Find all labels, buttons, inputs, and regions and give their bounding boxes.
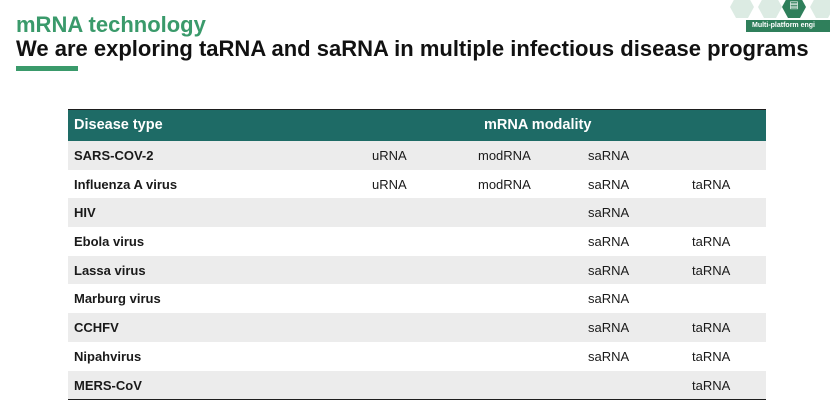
tarna-cell: taRNA	[692, 377, 731, 393]
hex-shape	[782, 0, 806, 18]
page-title: We are exploring taRNA and saRNA in mult…	[16, 36, 809, 61]
table-row: SARS-COV-2 uRNA modRNA saRNA	[68, 141, 766, 170]
platform-icon: ▤	[789, 0, 799, 11]
urna-cell: uRNA	[372, 148, 407, 163]
table-row: CCHFV saRNA taRNA	[68, 313, 766, 342]
disease-cell: Lassa virus	[74, 262, 146, 278]
table-row: Marburg virus saRNA	[68, 284, 766, 314]
table-row: Lassa virus saRNA taRNA	[68, 255, 766, 285]
sarna-cell: saRNA	[588, 348, 630, 364]
table-row: Nipahvirus saRNA taRNA	[68, 341, 766, 371]
table-body: SARS-COV-2 uRNA modRNA saRNA Influenza A vir…	[68, 141, 766, 400]
disease-cell: SARS-COV-2	[74, 148, 154, 163]
tarna-cell: taRNA	[692, 348, 731, 364]
modrna-cell: modRNA	[478, 148, 531, 163]
tarna-cell: taRNA	[692, 176, 731, 192]
tarna-cell: taRNA	[692, 234, 731, 250]
disease-cell: Ebola virus	[74, 234, 145, 250]
hex-shape	[758, 0, 782, 18]
table-row: Ebola virus saRNA taRNA	[68, 227, 766, 256]
sarna-cell: saRNA	[588, 291, 630, 307]
urna-cell: uRNA	[372, 176, 407, 192]
hex-shape	[730, 0, 754, 18]
sarna-cell: saRNA	[588, 205, 630, 221]
table-row: HIV saRNA	[68, 198, 766, 228]
sarna-cell: saRNA	[588, 176, 630, 192]
table-row: MERS-CoV taRNA	[68, 370, 766, 400]
disease-cell: Nipahvirus	[74, 348, 142, 364]
platform-badge: Multi-platform engi	[746, 20, 830, 32]
tarna-cell: taRNA	[692, 262, 731, 278]
header-hex-graphic: ▤	[728, 0, 830, 32]
modrna-cell: modRNA	[478, 176, 531, 192]
disease-cell: Influenza A virus	[74, 176, 178, 192]
disease-cell: Marburg virus	[74, 291, 161, 307]
hex-shape	[810, 0, 830, 18]
sarna-cell: saRNA	[588, 148, 630, 163]
disease-cell: CCHFV	[74, 320, 119, 336]
title-accent-bar	[16, 66, 78, 71]
section-subtitle: mRNA technology	[16, 12, 206, 37]
table-row: Influenza A virus uRNA modRNA saRNA taRNA	[68, 169, 766, 199]
column-header-disease: Disease type	[74, 117, 163, 133]
sarna-cell: saRNA	[588, 262, 630, 278]
disease-cell: MERS-CoV	[74, 377, 142, 393]
table-header: Disease type mRNA modality	[68, 110, 766, 141]
disease-modality-table: Disease type mRNA modality SARS-COV-2 uRN…	[68, 109, 766, 401]
sarna-cell: saRNA	[588, 320, 630, 336]
disease-cell: HIV	[74, 205, 96, 221]
sarna-cell: saRNA	[588, 234, 630, 250]
tarna-cell: taRNA	[692, 320, 731, 336]
column-header-modality: mRNA modality	[484, 117, 592, 133]
